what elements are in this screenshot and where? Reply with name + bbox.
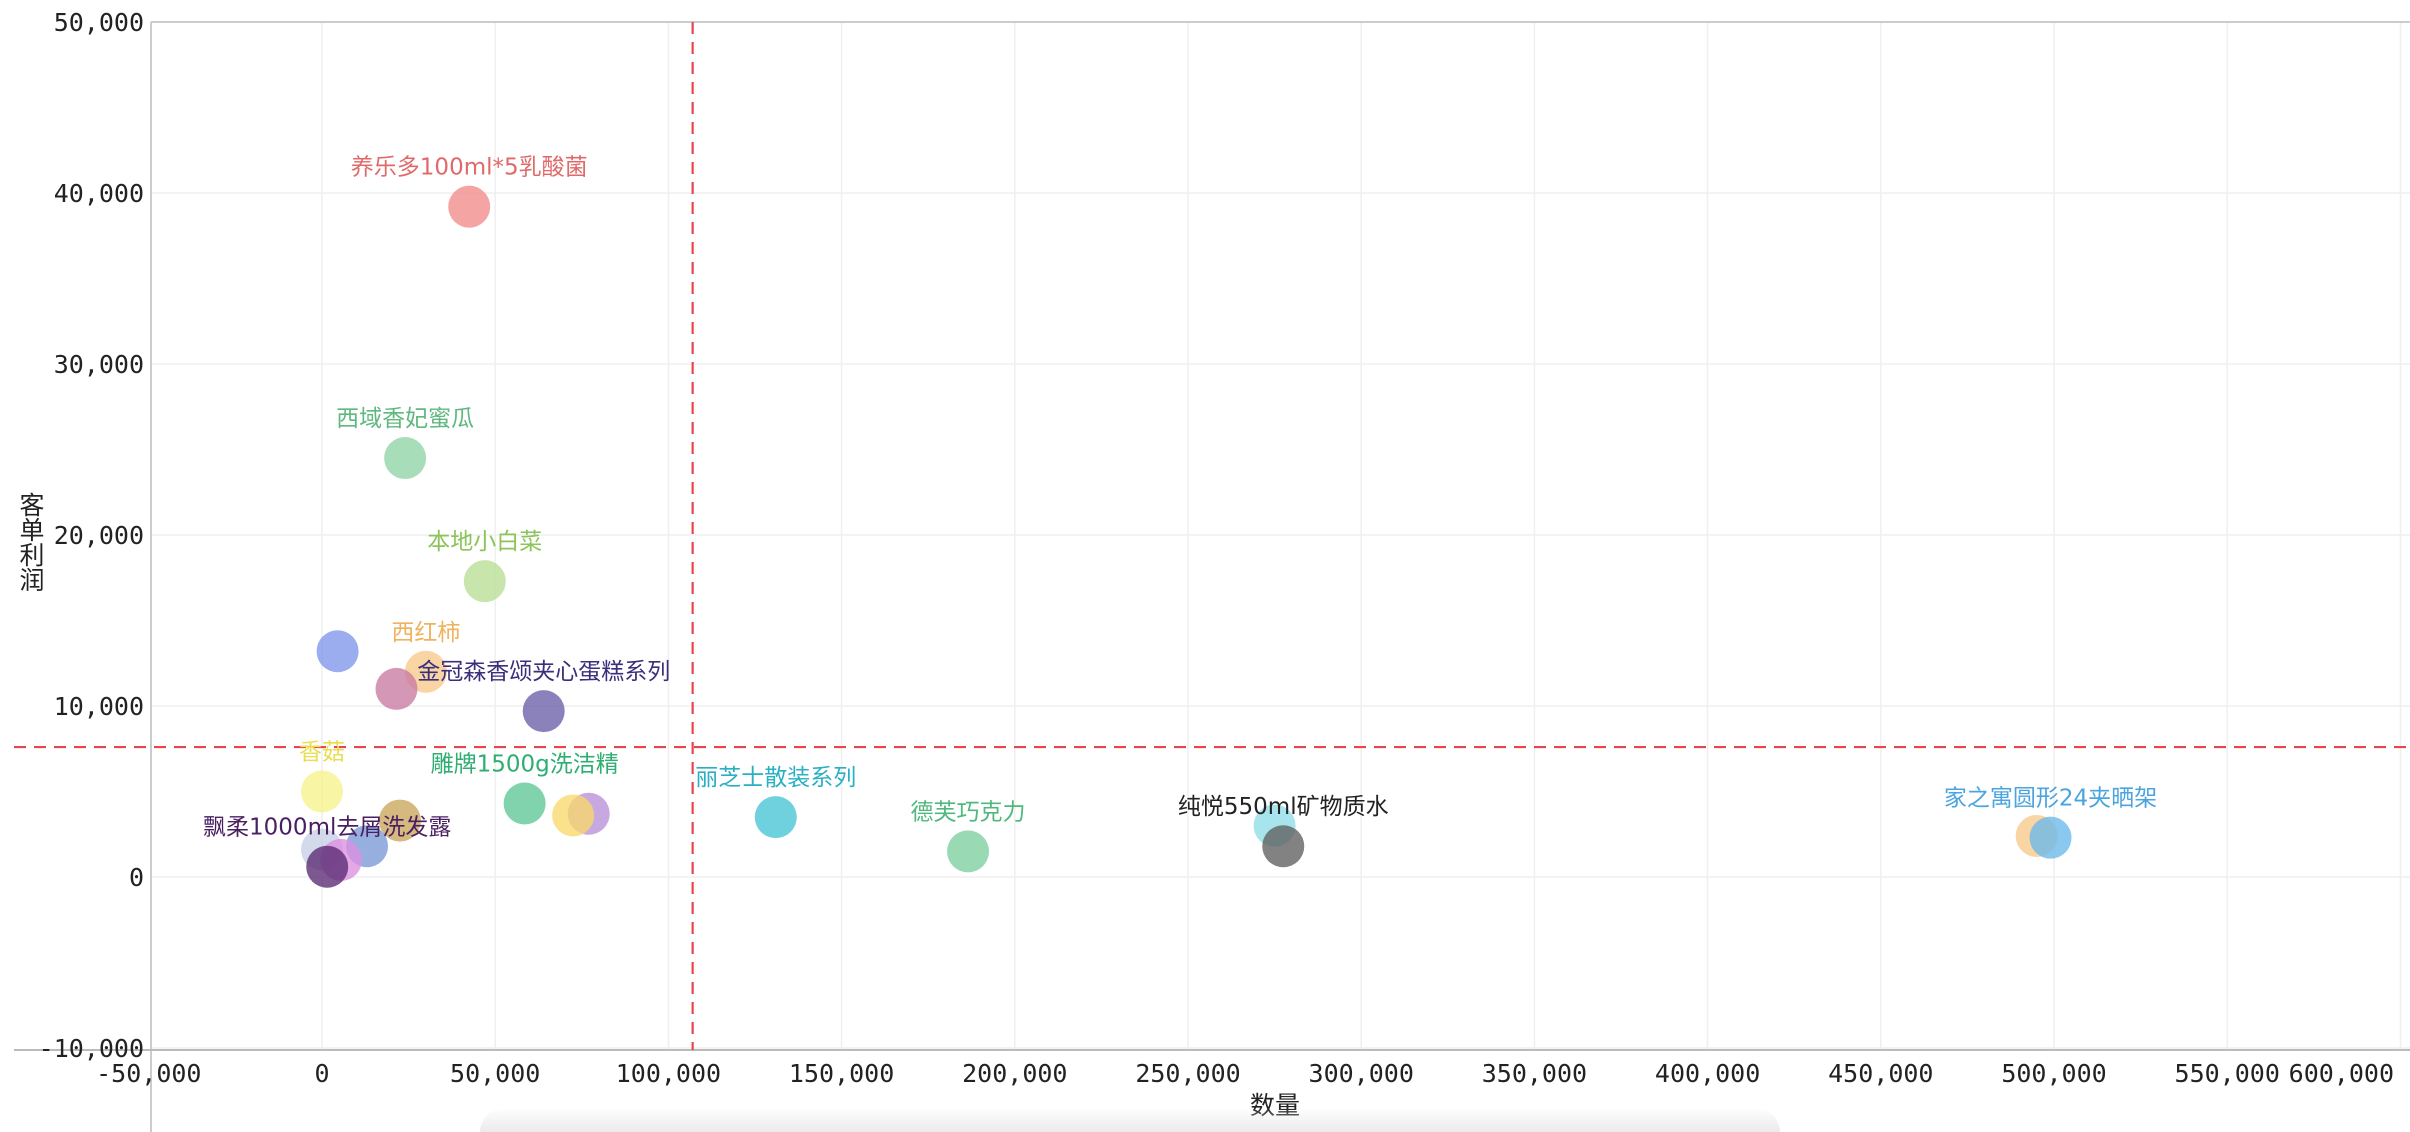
scatter-point[interactable] (375, 667, 418, 710)
point-label: 雕牌1500g洗洁精 (431, 751, 619, 777)
scatter-point[interactable] (947, 830, 990, 873)
x-tick-label: 350,000 (1482, 1059, 1587, 1088)
y-tick-label: 40,000 (54, 179, 144, 208)
y-tick-labels: -10,000 0 10,000 20,000 30,000 40,000 50,000 (39, 8, 144, 1063)
point-label: 丽芝士散装系列 (695, 765, 856, 791)
scatter-point[interactable] (463, 560, 506, 603)
x-tick-label: 550,000 (2175, 1059, 2280, 1088)
x-tick-label: 50,000 (450, 1059, 540, 1088)
grid-lines (151, 21, 2410, 1050)
point-labels: 养乐多100ml*5乳酸菌西域香妃蜜瓜本地小白菜西红柿金冠森香颂夹心蛋糕系列香菇… (203, 155, 2157, 841)
point-label: 飘柔1000ml去屑洗发露 (203, 815, 451, 841)
x-tick-labels: -50,000 0 50,000 100,000 150,000 200,000 250,0… (96, 1059, 2394, 1088)
point-label: 德芙巧克力 (911, 799, 1026, 825)
scatter-point[interactable] (378, 799, 421, 842)
scatter-point[interactable] (448, 185, 491, 228)
y-tick-label: 50,000 (54, 8, 144, 37)
scatter-point[interactable] (2029, 816, 2072, 859)
scatter-point[interactable] (1262, 825, 1305, 868)
point-label: 养乐多100ml*5乳酸菌 (351, 155, 588, 181)
x-tick-label: 200,000 (962, 1059, 1067, 1088)
y-tick-label: 30,000 (54, 350, 144, 379)
point-label: 本地小白菜 (427, 529, 542, 555)
scrollbar-track[interactable] (480, 1108, 1780, 1132)
scatter-point[interactable] (384, 437, 427, 480)
x-tick-label: 250,000 (1135, 1059, 1240, 1088)
scatter-point[interactable] (754, 796, 797, 839)
point-label: 家之寓圆形24夹晒架 (1944, 786, 2157, 812)
y-tick-label: 20,000 (54, 521, 144, 550)
x-tick-label: 450,000 (1828, 1059, 1933, 1088)
x-tick-label: 100,000 (616, 1059, 721, 1088)
point-label: 香菇 (299, 740, 345, 766)
data-points (301, 185, 2072, 888)
scatter-point[interactable] (306, 845, 349, 888)
reference-lines (14, 22, 2410, 1050)
x-tick-label: 600,000 (2289, 1059, 2394, 1088)
scatter-point[interactable] (316, 630, 359, 673)
x-tick-label: 500,000 (2001, 1059, 2106, 1088)
y-tick-label: -10,000 (39, 1034, 144, 1063)
scatter-point[interactable] (301, 770, 343, 813)
x-tick-label: -50,000 (96, 1059, 201, 1088)
point-label: 纯悦550ml矿物质水 (1178, 794, 1389, 820)
scatter-point[interactable] (552, 794, 595, 837)
scatter-point[interactable] (522, 690, 565, 733)
x-tick-label: 150,000 (789, 1059, 894, 1088)
y-axis-title: 客单利润 (19, 491, 44, 595)
y-tick-label: 10,000 (54, 692, 144, 721)
x-tick-label: 400,000 (1655, 1059, 1760, 1088)
x-tick-label: 0 (314, 1059, 329, 1088)
point-label: 西红柿 (391, 620, 460, 646)
point-label: 西域香妃蜜瓜 (336, 406, 474, 432)
y-tick-label: 0 (129, 863, 144, 892)
scatter-point[interactable] (503, 782, 546, 825)
point-label: 金冠森香颂夹心蛋糕系列 (417, 659, 670, 685)
axes (14, 21, 2410, 1132)
x-tick-label: 300,000 (1309, 1059, 1414, 1088)
